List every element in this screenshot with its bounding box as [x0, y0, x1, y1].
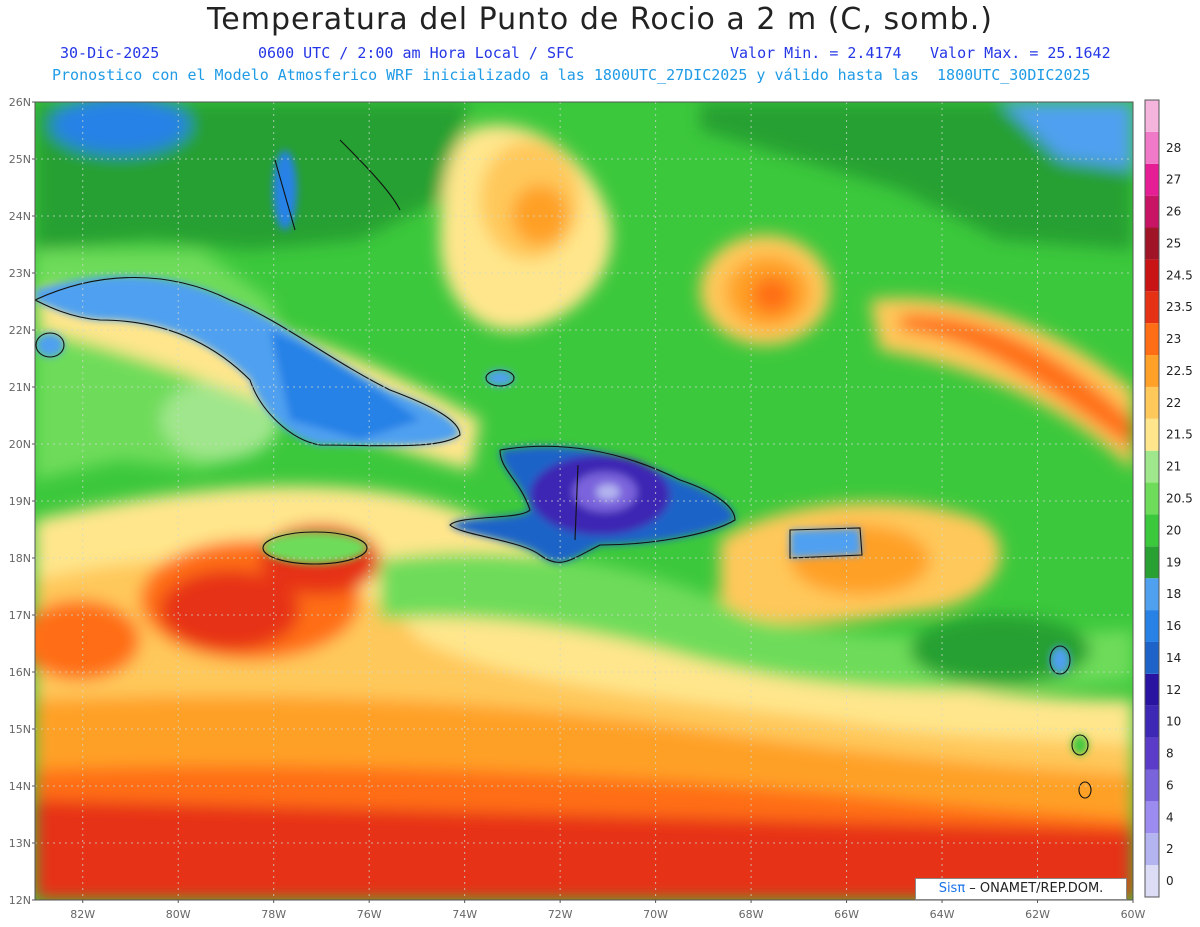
colorbar-swatch [1145, 801, 1159, 834]
colorbar-label: 0 [1166, 874, 1174, 888]
map-field [35, 102, 1133, 900]
lat-label: 12N [9, 894, 31, 907]
lon-label: 82W [70, 908, 95, 921]
colorbar-label: 19 [1166, 555, 1181, 569]
colorbar-swatch [1145, 100, 1159, 132]
lat-label: 16N [9, 666, 31, 679]
lat-label: 24N [9, 210, 31, 223]
lat-label: 21N [9, 381, 31, 394]
land-areas [35, 150, 1088, 755]
credit-box: Sisπ – ONAMET/REP.DOM. [915, 878, 1127, 900]
colorbar-frame [1144, 99, 1160, 898]
lat-label: 17N [9, 609, 31, 622]
colorbar-swatch [1145, 833, 1159, 866]
lon-label: 78W [261, 908, 286, 921]
colorbar-label: 18 [1166, 587, 1181, 601]
colorbar-swatch [1145, 865, 1159, 897]
colorbar-label: 26 [1166, 205, 1181, 219]
latitude-labels: 26N 25N 24N 23N 22N 21N 20N 19N 18N 17N 16N 15N 14N 1… [9, 96, 35, 907]
longitude-labels: 82W 80W 78W 76W 74W 72W 70W 68W 66W 64W 62W 60W [70, 900, 1146, 921]
colorbar-swatch [1145, 482, 1159, 515]
colorbar-label: 8 [1166, 747, 1174, 761]
colorbar-label: 24.5 [1166, 268, 1193, 282]
colorbar-swatch [1145, 355, 1159, 387]
map-title: Temperatura del Punto de Rocio a 2 m (C,… [207, 2, 993, 37]
lon-label: 66W [834, 908, 859, 921]
model-info: Pronostico con el Modelo Atmosferico WRF… [52, 66, 1091, 84]
colorbar-swatch [1145, 195, 1159, 228]
lat-label: 13N [9, 837, 31, 850]
colorbar-swatch [1145, 769, 1159, 802]
colorbar-label: 20 [1166, 523, 1181, 537]
lon-label: 64W [930, 908, 955, 921]
lat-label: 15N [9, 723, 31, 736]
credit-brand: Sisπ [938, 881, 966, 896]
colorbar-label: 4 [1166, 810, 1174, 824]
credit-text: – ONAMET/REP.DOM. [965, 881, 1104, 896]
colorbar-swatch [1145, 578, 1159, 611]
colorbar-swatch [1145, 163, 1159, 196]
lat-label: 26N [9, 96, 31, 109]
colorbar-swatch [1145, 259, 1159, 292]
colorbar-label: 16 [1166, 619, 1181, 633]
lon-label: 68W [739, 908, 764, 921]
colorbar-label: 14 [1166, 651, 1181, 665]
colorbar-label: 23.5 [1166, 300, 1193, 314]
colorbar-swatch [1145, 386, 1159, 419]
forecast-time: 0600 UTC / 2:00 am Hora Local / SFC [258, 44, 575, 62]
lon-label: 76W [357, 908, 382, 921]
lon-label: 70W [643, 908, 668, 921]
lat-label: 22N [9, 324, 31, 337]
colorbar-label: 22.5 [1166, 364, 1193, 378]
lon-label: 74W [452, 908, 477, 921]
colorbar-swatch [1145, 546, 1159, 579]
lat-label: 20N [9, 438, 31, 451]
lat-label: 23N [9, 267, 31, 280]
colorbar-swatch [1145, 418, 1159, 451]
min-value: Valor Min. = 2.4174 [730, 44, 902, 62]
forecast-date: 30-Dic-2025 [60, 44, 160, 62]
colorbar-swatch [1145, 705, 1159, 738]
colorbar-swatch [1145, 131, 1159, 164]
colorbar-swatch [1145, 673, 1159, 706]
colorbar-label: 10 [1166, 715, 1181, 729]
colorbar-swatch [1145, 641, 1159, 674]
lon-label: 62W [1025, 908, 1050, 921]
colorbar-swatch [1145, 610, 1159, 642]
colorbar-label: 2 [1166, 842, 1174, 856]
colorbar-label: 23 [1166, 332, 1181, 346]
colorbar-label: 12 [1166, 683, 1181, 697]
colorbar-label: 28 [1166, 141, 1181, 155]
lat-label: 25N [9, 153, 31, 166]
lat-label: 18N [9, 552, 31, 565]
lat-label: 14N [9, 780, 31, 793]
colorbar-label: 22 [1166, 396, 1181, 410]
colorbar-swatch [1145, 450, 1159, 483]
colorbar-swatch [1145, 323, 1159, 356]
colorbar-label: 20.5 [1166, 492, 1193, 506]
colorbar-label: 27 [1166, 173, 1181, 187]
colorbar-label: 21.5 [1166, 428, 1193, 442]
colorbar-swatch [1145, 737, 1159, 770]
lon-label: 60W [1121, 908, 1146, 921]
colorbar-label: 25 [1166, 236, 1181, 250]
colorbar-label: 6 [1166, 778, 1174, 792]
colorbar-swatch [1145, 227, 1159, 260]
colorbar-label: 21 [1166, 460, 1181, 474]
lat-label: 19N [9, 495, 31, 508]
max-value: Valor Max. = 25.1642 [930, 44, 1111, 62]
colorbar: 0 2 4 6 8 10 12 14 16 18 19 20 20.5 21 21.5 22 22.5 23 23.… [1144, 99, 1193, 898]
lon-label: 72W [548, 908, 573, 921]
lon-label: 80W [166, 908, 191, 921]
colorbar-swatch [1145, 291, 1159, 324]
colorbar-swatch [1145, 514, 1159, 547]
